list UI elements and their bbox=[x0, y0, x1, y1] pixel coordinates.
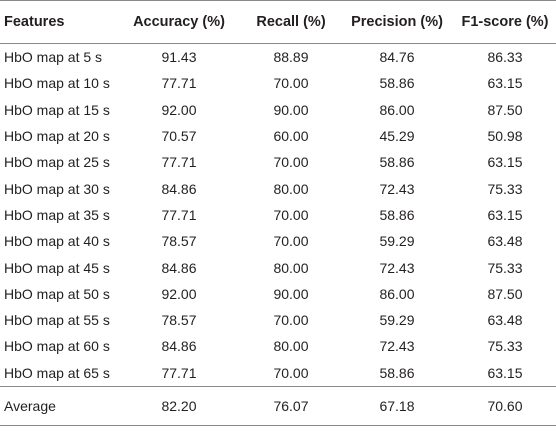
cell-recall: 60.00 bbox=[273, 128, 309, 145]
cell-precision: 58.86 bbox=[379, 154, 415, 171]
cell-precision: 58.86 bbox=[379, 75, 415, 92]
cell-f1-score: 86.33 bbox=[487, 49, 523, 66]
cell-accuracy: 84.86 bbox=[161, 259, 197, 276]
average-f1-score: 70.60 bbox=[454, 385, 556, 426]
cell-feature: HbO map at 15 s bbox=[4, 101, 110, 118]
cell-accuracy: 92.00 bbox=[161, 285, 197, 302]
cell-precision: 72.43 bbox=[379, 259, 415, 276]
average-precision: 67.18 bbox=[340, 385, 454, 426]
cell-precision: 72.43 bbox=[379, 180, 415, 197]
table-row: HbO map at 15 s 92.00 90.00 86.00 87.50 bbox=[0, 97, 556, 123]
cell-recall: 70.00 bbox=[273, 75, 309, 92]
header-accuracy: Accuracy (%) bbox=[116, 0, 242, 44]
table-row: HbO map at 10 s 77.71 70.00 58.86 63.15 bbox=[0, 70, 556, 96]
header-recall: Recall (%) bbox=[242, 0, 340, 44]
cell-feature: HbO map at 65 s bbox=[4, 364, 110, 381]
cell-recall: 90.00 bbox=[273, 285, 309, 302]
cell-precision: 84.76 bbox=[379, 49, 415, 66]
cell-recall: 70.00 bbox=[273, 312, 309, 329]
cell-accuracy: 77.71 bbox=[161, 364, 197, 381]
cell-feature: HbO map at 40 s bbox=[4, 233, 110, 250]
cell-precision: 59.29 bbox=[379, 233, 415, 250]
cell-feature: HbO map at 45 s bbox=[4, 259, 110, 276]
table-row: HbO map at 35 s 77.71 70.00 58.86 63.15 bbox=[0, 202, 556, 228]
cell-f1-score: 87.50 bbox=[487, 285, 523, 302]
cell-accuracy: 77.71 bbox=[161, 206, 197, 223]
header-f1-score: F1-score (%) bbox=[454, 0, 556, 44]
header-features: Features bbox=[0, 0, 116, 44]
results-table: Features Accuracy (%) Recall (%) Precisi… bbox=[0, 0, 556, 426]
cell-precision: 59.29 bbox=[379, 312, 415, 329]
cell-recall: 80.00 bbox=[273, 338, 309, 355]
cell-accuracy: 92.00 bbox=[161, 101, 197, 118]
cell-f1-score: 63.48 bbox=[487, 233, 523, 250]
cell-feature: HbO map at 60 s bbox=[4, 338, 110, 355]
cell-precision: 58.86 bbox=[379, 364, 415, 381]
cell-recall: 80.00 bbox=[273, 180, 309, 197]
cell-accuracy: 78.57 bbox=[161, 233, 197, 250]
table-row: HbO map at 5 s 91.43 88.89 84.76 86.33 bbox=[0, 44, 556, 71]
cell-f1-score: 63.15 bbox=[487, 154, 523, 171]
cell-recall: 70.00 bbox=[273, 154, 309, 171]
average-recall: 76.07 bbox=[242, 385, 340, 426]
table-row: HbO map at 45 s 84.86 80.00 72.43 75.33 bbox=[0, 254, 556, 280]
table-row: HbO map at 20 s 70.57 60.00 45.29 50.98 bbox=[0, 123, 556, 149]
cell-f1-score: 63.48 bbox=[487, 312, 523, 329]
cell-feature: HbO map at 30 s bbox=[4, 180, 110, 197]
cell-feature: HbO map at 50 s bbox=[4, 285, 110, 302]
cell-f1-score: 75.33 bbox=[487, 180, 523, 197]
table-row: HbO map at 55 s 78.57 70.00 59.29 63.48 bbox=[0, 307, 556, 333]
table-row: HbO map at 50 s 92.00 90.00 86.00 87.50 bbox=[0, 281, 556, 307]
cell-feature: HbO map at 55 s bbox=[4, 312, 110, 329]
average-accuracy: 82.20 bbox=[116, 385, 242, 426]
cell-feature: HbO map at 20 s bbox=[4, 128, 110, 145]
cell-f1-score: 63.15 bbox=[487, 206, 523, 223]
cell-f1-score: 63.15 bbox=[487, 75, 523, 92]
cell-precision: 72.43 bbox=[379, 338, 415, 355]
cell-f1-score: 50.98 bbox=[487, 128, 523, 145]
cell-feature: HbO map at 10 s bbox=[4, 75, 110, 92]
cell-accuracy: 84.86 bbox=[161, 338, 197, 355]
cell-recall: 70.00 bbox=[273, 233, 309, 250]
cell-recall: 70.00 bbox=[273, 364, 309, 381]
header-row: Features Accuracy (%) Recall (%) Precisi… bbox=[0, 0, 556, 44]
cell-recall: 80.00 bbox=[273, 259, 309, 276]
cell-accuracy: 91.43 bbox=[161, 49, 197, 66]
cell-recall: 90.00 bbox=[273, 101, 309, 118]
table-row: HbO map at 40 s 78.57 70.00 59.29 63.48 bbox=[0, 228, 556, 254]
cell-accuracy: 77.71 bbox=[161, 75, 197, 92]
cell-recall: 70.00 bbox=[273, 206, 309, 223]
table-row: HbO map at 65 s 77.71 70.00 58.86 63.15 bbox=[0, 360, 556, 387]
cell-precision: 86.00 bbox=[379, 101, 415, 118]
table-body: HbO map at 5 s 91.43 88.89 84.76 86.33 HbO ma… bbox=[0, 44, 556, 426]
average-label: Average bbox=[0, 385, 116, 426]
cell-accuracy: 77.71 bbox=[161, 154, 197, 171]
average-row: Average 82.20 76.07 67.18 70.60 bbox=[0, 385, 556, 426]
table-header: Features Accuracy (%) Recall (%) Precisi… bbox=[0, 0, 556, 44]
table-row: HbO map at 25 s 77.71 70.00 58.86 63.15 bbox=[0, 149, 556, 175]
cell-accuracy: 84.86 bbox=[161, 180, 197, 197]
cell-precision: 58.86 bbox=[379, 206, 415, 223]
cell-accuracy: 70.57 bbox=[161, 128, 197, 145]
cell-feature: HbO map at 35 s bbox=[4, 206, 110, 223]
cell-precision: 86.00 bbox=[379, 285, 415, 302]
cell-f1-score: 75.33 bbox=[487, 338, 523, 355]
table-row: HbO map at 30 s 84.86 80.00 72.43 75.33 bbox=[0, 175, 556, 201]
cell-feature: HbO map at 5 s bbox=[4, 49, 103, 66]
header-precision: Precision (%) bbox=[340, 0, 454, 44]
table-row: HbO map at 60 s 84.86 80.00 72.43 75.33 bbox=[0, 333, 556, 359]
cell-accuracy: 78.57 bbox=[161, 312, 197, 329]
cell-recall: 88.89 bbox=[273, 49, 309, 66]
cell-f1-score: 75.33 bbox=[487, 259, 523, 276]
cell-feature: HbO map at 25 s bbox=[4, 154, 110, 171]
cell-precision: 45.29 bbox=[379, 128, 415, 145]
cell-f1-score: 63.15 bbox=[487, 364, 523, 381]
cell-f1-score: 87.50 bbox=[487, 101, 523, 118]
